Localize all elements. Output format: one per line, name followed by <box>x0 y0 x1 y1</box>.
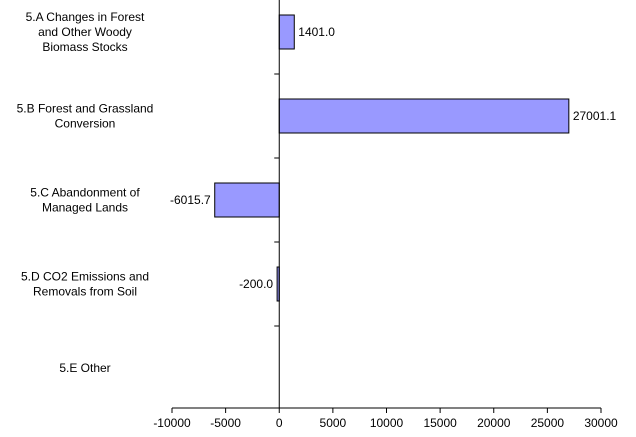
category-label-line: Managed Lands <box>42 201 128 215</box>
bar <box>278 14 295 50</box>
labels: 1401.0 5.A Changes in Forest and Other Woo… <box>17 10 618 430</box>
bar <box>214 182 280 218</box>
category-label-line: Conversion <box>55 117 116 131</box>
category-label: 5.A Changes in Forest and Other Woody Biom… <box>26 10 145 54</box>
x-tick-label: 0 <box>276 416 283 430</box>
data-label: -6015.7 <box>170 193 211 207</box>
x-tick-label: 5000 <box>320 416 347 430</box>
data-label: 1401.0 <box>298 25 335 39</box>
data-label: 27001.1 <box>573 109 617 123</box>
category-label-line: 5.C Abandonment of <box>30 186 140 200</box>
category-label-line: 5.E Other <box>59 361 110 375</box>
category-label: 5.B Forest and Grassland Conversion <box>17 102 154 131</box>
category-label-line: Biomass Stocks <box>42 40 127 54</box>
category-label-line: 5.A Changes in Forest <box>26 10 145 24</box>
category-label-line: 5.D CO2 Emissions and <box>21 270 149 284</box>
category-label-line: 5.B Forest and Grassland <box>17 102 154 116</box>
category-label: 5.C Abandonment of Managed Lands <box>30 186 140 215</box>
axes <box>171 0 602 413</box>
x-tick-label: 10000 <box>370 416 404 430</box>
data-label: -200.0 <box>239 277 273 291</box>
category-label: 5.D CO2 Emissions and Removals from Soil <box>21 270 149 299</box>
bars <box>214 14 570 302</box>
x-tick-label: -5000 <box>210 416 241 430</box>
x-tick-label: -10000 <box>153 416 191 430</box>
x-tick-label: 25000 <box>531 416 565 430</box>
category-label: 5.E Other <box>59 361 110 375</box>
category-label-line: and Other Woody <box>38 25 132 39</box>
x-tick-label: 20000 <box>477 416 511 430</box>
x-tick-label: 15000 <box>423 416 457 430</box>
category-label-line: Removals from Soil <box>33 285 137 299</box>
x-tick-label: 30000 <box>584 416 618 430</box>
bar <box>278 98 570 134</box>
